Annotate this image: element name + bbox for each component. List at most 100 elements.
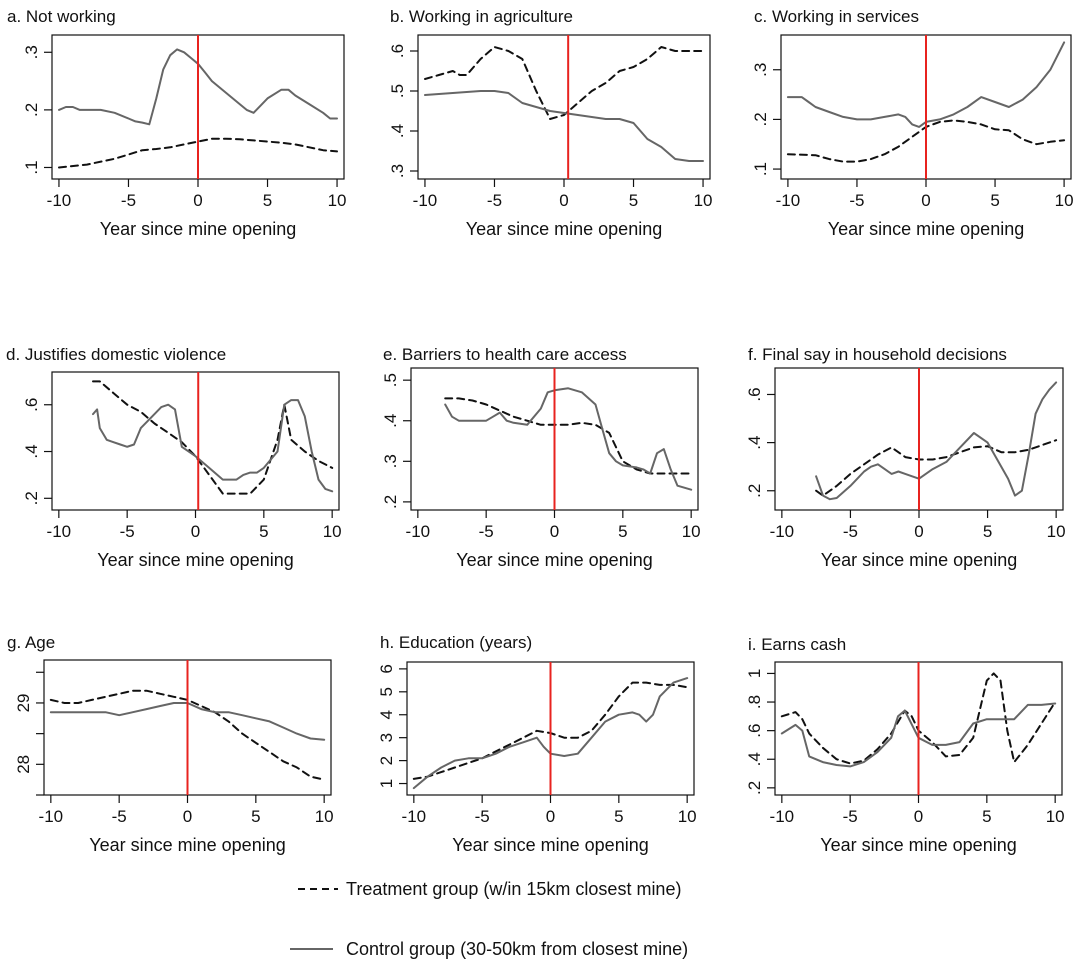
x-tick-label: -10 — [47, 191, 72, 210]
panel-title: i. Earns cash — [748, 635, 846, 654]
y-tick-label: .1 — [751, 162, 770, 176]
x-axis-label: Year since mine opening — [820, 835, 1016, 855]
x-axis-label: Year since mine opening — [821, 550, 1017, 570]
panel-title: b. Working in agriculture — [390, 7, 573, 26]
y-tick-label: .3 — [751, 63, 770, 77]
x-tick-label: -5 — [479, 522, 494, 541]
x-axis-label: Year since mine opening — [456, 550, 652, 570]
control-series-line — [786, 41, 1066, 128]
x-tick-label: 0 — [550, 522, 559, 541]
panel-d: d. Justifies domestic violence -10 -5 0 5 10.… — [6, 345, 342, 570]
panel-title: c. Working in services — [754, 7, 919, 26]
x-tick-label: 10 — [694, 191, 713, 210]
x-tick-label: -5 — [475, 807, 490, 826]
y-tick-label: 2 — [377, 756, 396, 765]
y-tick-label: .2 — [22, 491, 41, 505]
y-tick-label: .3 — [22, 45, 41, 59]
x-tick-label: -10 — [770, 522, 795, 541]
plot-frame — [51, 371, 340, 511]
x-tick-label: -5 — [487, 191, 502, 210]
x-tick-label: -10 — [413, 191, 438, 210]
control-series-line — [412, 677, 689, 790]
y-tick-label: 6 — [377, 664, 396, 673]
x-tick-label: 0 — [191, 522, 200, 541]
x-tick-label: 0 — [921, 191, 930, 210]
x-tick-label: 5 — [983, 522, 992, 541]
panel-h: h. Education (years) -10 -5 0 5 10 1 2 3 4 5 6 Year … — [377, 633, 697, 855]
x-tick-label: 5 — [618, 522, 627, 541]
x-tick-label: -5 — [112, 807, 127, 826]
y-tick-label: .1 — [22, 160, 41, 174]
x-tick-label: 0 — [183, 807, 192, 826]
x-axis-label: Year since mine opening — [100, 219, 296, 239]
y-tick-label: .2 — [745, 781, 764, 795]
treatment-series-line — [424, 46, 704, 120]
x-tick-label: -10 — [402, 807, 427, 826]
plot-frame — [417, 34, 711, 180]
y-tick-label: .4 — [745, 436, 764, 450]
control-series-line — [49, 702, 326, 741]
x-tick-label: 10 — [1046, 807, 1065, 826]
y-tick-label: 1 — [745, 669, 764, 678]
y-tick-label: .8 — [745, 695, 764, 709]
panel-f: f. Final say in household decisions -10 -5… — [745, 345, 1066, 570]
x-tick-label: -10 — [776, 191, 801, 210]
legend: Treatment group (w/in 15km closest mine)… — [290, 879, 688, 959]
panel-a: a. Not working -10 -5 0 5 10 .1 .2 .3 Year since … — [7, 7, 347, 239]
y-tick-label: 1 — [377, 779, 396, 788]
x-tick-label: 10 — [1055, 191, 1074, 210]
y-tick-label: .6 — [388, 44, 407, 58]
y-tick-label: .3 — [388, 164, 407, 178]
y-tick-label: .5 — [388, 84, 407, 98]
y-tick-label: .2 — [745, 484, 764, 498]
x-tick-label: 5 — [629, 191, 638, 210]
y-tick-label: .2 — [22, 103, 41, 117]
x-tick-label: 10 — [678, 807, 697, 826]
panel-e: e. Barriers to health care access -10 -5 0 5… — [381, 345, 701, 570]
x-tick-label: 5 — [251, 807, 260, 826]
panel-title: d. Justifies domestic violence — [6, 345, 226, 364]
x-axis-label: Year since mine opening — [466, 219, 662, 239]
panel-title: a. Not working — [7, 7, 116, 26]
y-tick-label: .6 — [745, 387, 764, 401]
x-tick-label: 0 — [193, 191, 202, 210]
x-tick-label: 10 — [1047, 522, 1066, 541]
treatment-series-line — [92, 380, 334, 495]
legend-control-label: Control group (30-50km from closest mine… — [346, 939, 688, 959]
legend-treatment-label: Treatment group (w/in 15km closest mine) — [346, 879, 681, 899]
y-tick-label: 3 — [377, 733, 396, 742]
x-tick-label: -10 — [770, 807, 795, 826]
control-series-line — [780, 702, 1057, 768]
y-tick-label: 4 — [377, 710, 396, 719]
panel-title: e. Barriers to health care access — [383, 345, 627, 364]
y-tick-label: 29 — [14, 693, 33, 712]
treatment-series-line — [815, 439, 1058, 497]
treatment-series-line — [58, 137, 338, 169]
panel-b: b. Working in agriculture -10 -5 0 5 10 .3 .4 .5… — [388, 7, 713, 239]
x-tick-label: 10 — [323, 522, 342, 541]
x-axis-label: Year since mine opening — [828, 219, 1024, 239]
x-tick-label: 10 — [315, 807, 334, 826]
control-series-line — [815, 381, 1058, 501]
control-series-line — [58, 48, 338, 126]
y-tick-label: .4 — [388, 124, 407, 138]
x-tick-label: -10 — [406, 522, 431, 541]
x-tick-label: 5 — [990, 191, 999, 210]
x-tick-label: 5 — [614, 807, 623, 826]
x-tick-label: -10 — [47, 522, 72, 541]
x-axis-label: Year since mine opening — [89, 835, 285, 855]
panel-title: g. Age — [7, 633, 55, 652]
x-tick-label: 0 — [559, 191, 568, 210]
panel-title: f. Final say in household decisions — [748, 345, 1007, 364]
y-tick-label: 5 — [377, 687, 396, 696]
panel-g: g. Age -10 -5 0 5 10 28 29 Year since mine openi… — [7, 633, 334, 855]
control-series-line — [444, 387, 693, 491]
x-tick-label: 5 — [263, 191, 272, 210]
y-tick-label: .2 — [381, 495, 400, 509]
x-axis-label: Year since mine opening — [97, 550, 293, 570]
treatment-series-line — [786, 119, 1066, 163]
x-tick-label: -5 — [120, 522, 135, 541]
y-tick-label: .4 — [381, 414, 400, 428]
x-tick-label: 0 — [546, 807, 555, 826]
